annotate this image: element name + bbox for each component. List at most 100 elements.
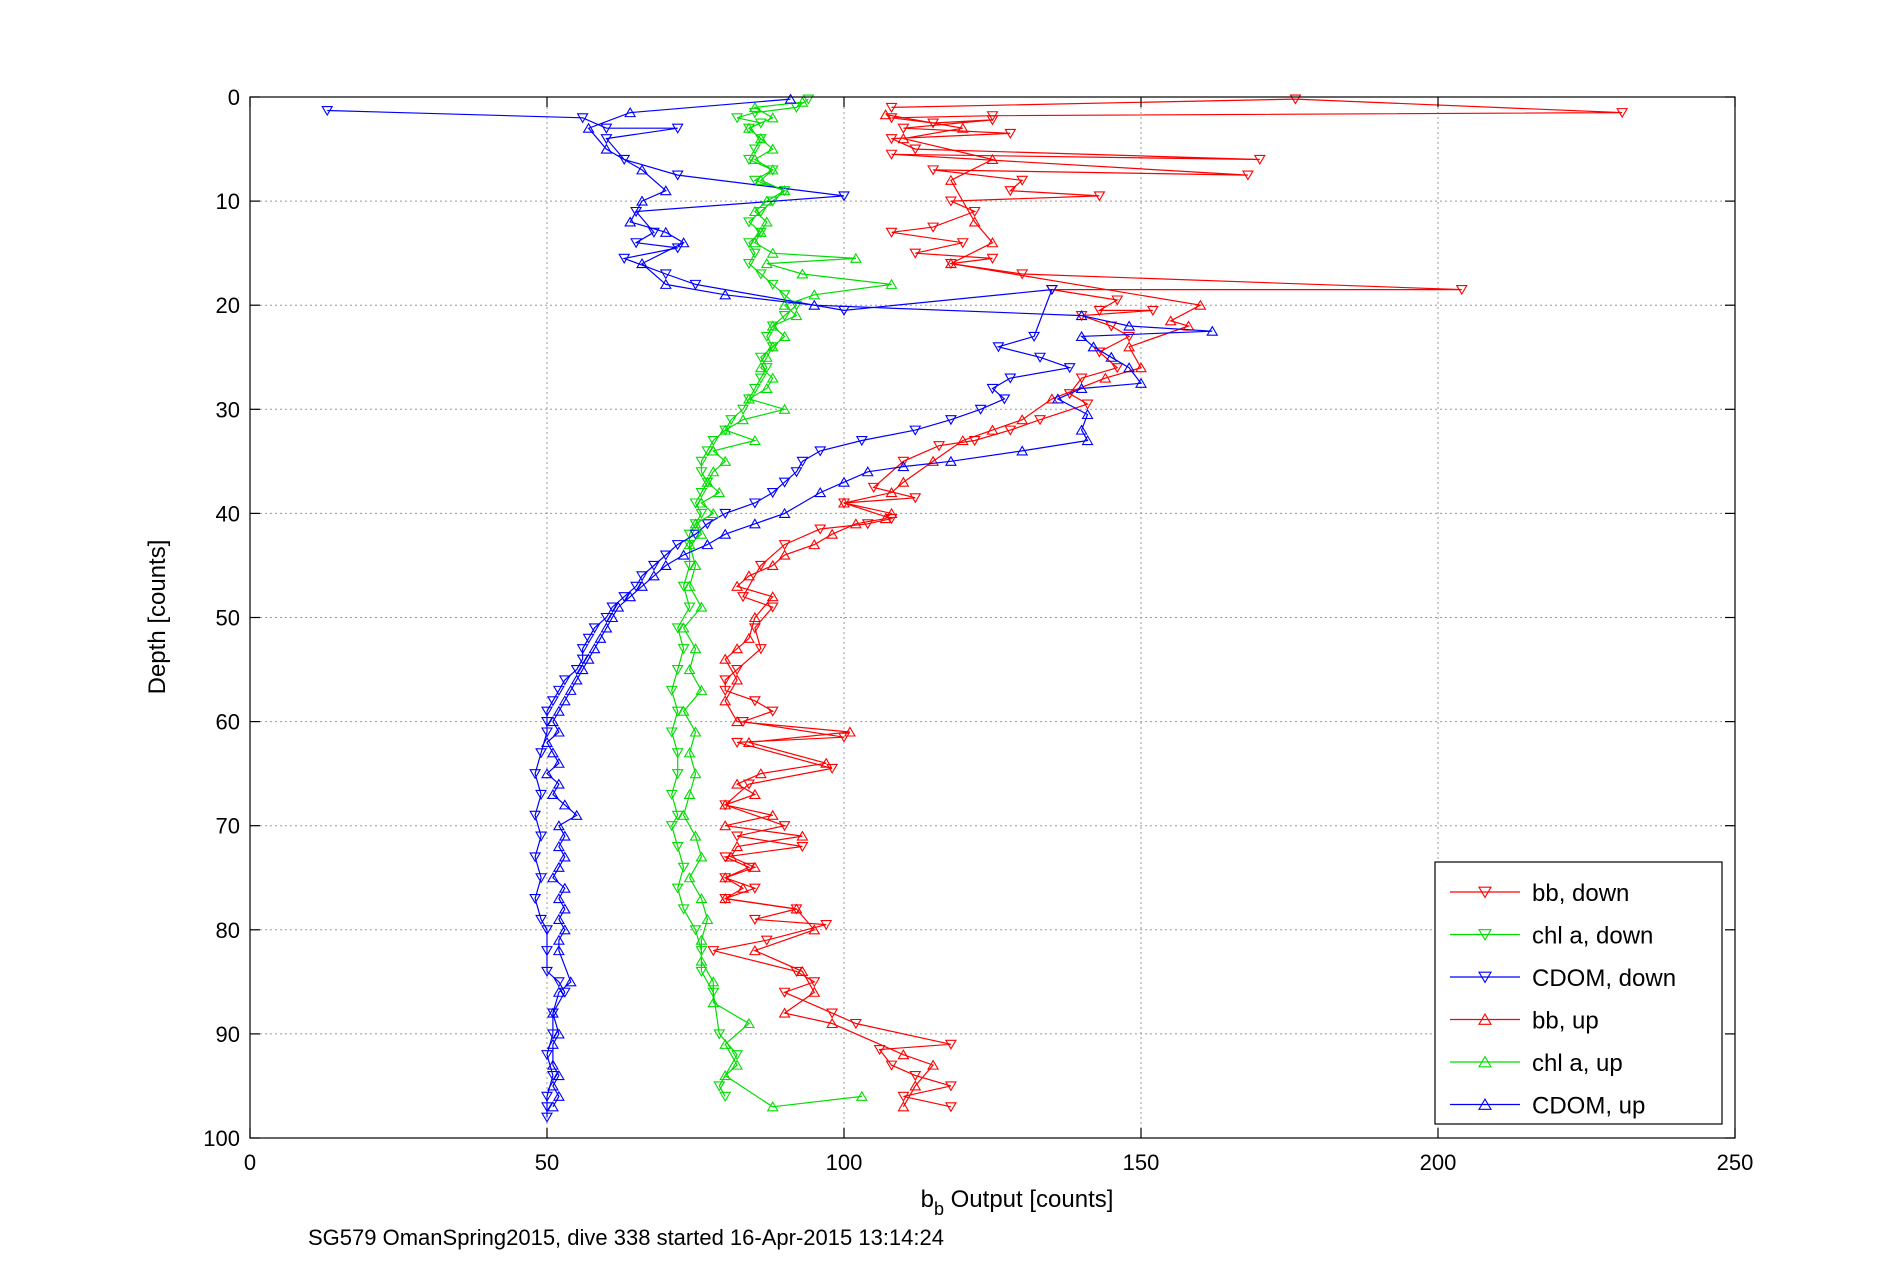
series-line-0: [713, 98, 1623, 1108]
point-2-75: [541, 1102, 553, 1113]
point-2-7: [838, 191, 850, 202]
point-2-73: [546, 1070, 559, 1082]
point-5-49: [570, 674, 583, 685]
point-0-92: [944, 1102, 957, 1113]
point-2-20: [1063, 363, 1076, 374]
point-0-22: [956, 238, 969, 249]
point-1-37: [695, 456, 708, 467]
point-4-27: [754, 362, 767, 373]
point-4-56: [683, 788, 696, 800]
point-5-4: [636, 164, 649, 175]
point-5-72: [552, 913, 565, 924]
point-2-72: [541, 1050, 553, 1061]
point-5-42: [612, 601, 625, 612]
point-3-7: [944, 257, 957, 269]
point-4-45: [689, 559, 702, 570]
point-1-52: [665, 685, 678, 696]
data-series: [321, 93, 1629, 1123]
point-3-23: [879, 513, 892, 524]
point-4-47: [695, 601, 708, 612]
point-5-67: [552, 861, 565, 872]
point-4-41: [707, 507, 720, 518]
point-3-12: [1135, 362, 1147, 373]
point-4-39: [713, 486, 726, 498]
point-2-68: [552, 977, 565, 988]
point-4-58: [689, 830, 702, 841]
point-0-8: [1004, 128, 1017, 140]
point-3-46: [766, 809, 779, 820]
point-2-54: [541, 717, 553, 728]
point-1-33: [725, 415, 738, 426]
point-2-30: [790, 467, 803, 478]
point-2-32: [766, 488, 779, 499]
point-0-21: [885, 227, 898, 238]
point-1-40: [695, 488, 708, 499]
point-2-37: [671, 540, 684, 551]
point-5-58: [541, 768, 553, 779]
point-0-30: [1093, 305, 1106, 316]
point-4-68: [719, 1038, 732, 1049]
point-2-64: [535, 914, 548, 925]
point-0-50: [814, 524, 827, 535]
legend: bb, down chl a, down CDOM, down bb, up chl a…: [1434, 861, 1723, 1125]
point-1-55: [671, 748, 684, 759]
point-2-39: [647, 560, 660, 572]
point-2-33: [748, 498, 761, 509]
point-4-0: [796, 96, 809, 107]
point-0-60: [748, 696, 761, 707]
point-0-74: [748, 883, 761, 894]
point-5-68: [546, 872, 559, 883]
point-1-14: [742, 217, 755, 228]
point-4-22: [790, 310, 803, 321]
point-5-85: [546, 1101, 559, 1112]
series-0: [707, 94, 1629, 1113]
point-4-24: [778, 330, 791, 341]
point-3-31: [766, 591, 779, 602]
point-1-28: [760, 363, 773, 374]
point-4-26: [760, 351, 773, 362]
point-4-2: [766, 112, 779, 123]
point-2-24: [974, 404, 987, 415]
point-1-51: [671, 665, 684, 676]
point-2-29: [796, 456, 809, 467]
point-4-61: [695, 892, 708, 904]
point-3-33: [742, 632, 755, 643]
point-5-74: [552, 934, 565, 945]
point-0-52: [754, 560, 767, 572]
point-4-21: [778, 299, 791, 310]
point-1-25: [760, 331, 773, 343]
point-2-40: [636, 571, 649, 582]
point-4-67: [742, 1017, 755, 1029]
y-tick-label-90: 90: [216, 1022, 240, 1047]
point-5-55: [541, 736, 553, 747]
point-5-40: [636, 580, 649, 591]
point-4-37: [707, 466, 720, 477]
point-4-11: [748, 205, 761, 217]
point-0-70: [796, 841, 809, 853]
point-2-55: [541, 727, 553, 738]
point-5-51: [558, 695, 571, 706]
point-3-1: [956, 122, 969, 133]
point-0-53: [737, 592, 749, 603]
point-2-12: [618, 253, 631, 264]
point-3-28: [766, 559, 779, 570]
point-3-38: [731, 716, 744, 727]
point-1-17: [748, 248, 761, 259]
point-0-13: [1241, 170, 1254, 181]
point-1-3: [731, 113, 744, 124]
point-0-4: [885, 113, 898, 124]
point-4-10: [760, 195, 773, 206]
point-1-61: [677, 862, 690, 873]
point-4-52: [677, 705, 690, 716]
point-0-14: [927, 165, 940, 176]
point-0-81: [790, 966, 803, 978]
point-5-39: [647, 570, 660, 581]
x-tick-label-150: 150: [1123, 1150, 1160, 1175]
point-1-20: [766, 279, 779, 290]
point-0-77: [748, 914, 761, 925]
point-2-52: [546, 696, 559, 707]
point-5-66: [558, 851, 571, 862]
point-2-63: [529, 894, 542, 905]
point-2-76: [541, 1112, 553, 1123]
point-3-41: [820, 757, 833, 768]
